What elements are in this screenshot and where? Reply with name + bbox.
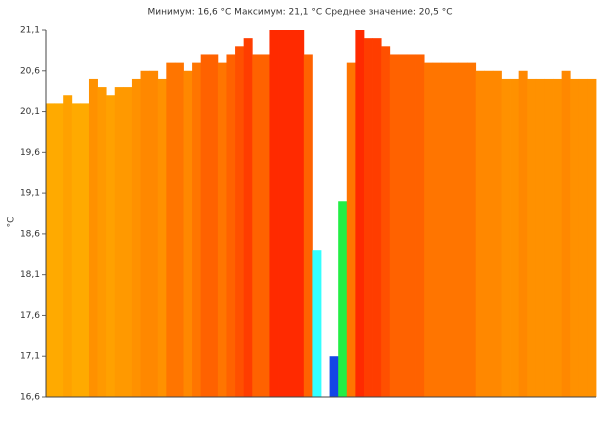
bar bbox=[174, 62, 184, 397]
bar bbox=[217, 62, 227, 397]
bar bbox=[570, 78, 580, 397]
y-tick-label: 19,6 bbox=[20, 148, 40, 158]
y-tick-label: 19,1 bbox=[20, 189, 40, 199]
bar bbox=[192, 62, 202, 397]
bar bbox=[80, 103, 90, 398]
bar bbox=[123, 87, 133, 397]
bar bbox=[140, 70, 150, 398]
bar bbox=[46, 103, 55, 398]
bar bbox=[278, 30, 288, 397]
bar bbox=[561, 70, 571, 398]
bar bbox=[553, 78, 563, 397]
bar bbox=[458, 62, 468, 397]
bar bbox=[484, 70, 494, 398]
y-tick-label: 17,1 bbox=[20, 352, 40, 362]
y-axis-label: °C bbox=[7, 217, 17, 228]
bar bbox=[398, 54, 408, 397]
bar bbox=[235, 46, 245, 398]
bar bbox=[252, 54, 262, 397]
bar bbox=[441, 62, 451, 397]
bar bbox=[106, 95, 116, 397]
bar bbox=[312, 250, 322, 397]
bar bbox=[467, 62, 477, 397]
bar bbox=[518, 70, 528, 398]
bar bbox=[355, 30, 365, 397]
y-tick-label: 21,1 bbox=[20, 26, 40, 36]
bar bbox=[535, 78, 545, 397]
bar bbox=[372, 38, 382, 398]
bar bbox=[286, 30, 296, 397]
bar bbox=[424, 62, 434, 397]
bar bbox=[209, 54, 219, 397]
bar bbox=[303, 54, 313, 397]
bar bbox=[329, 356, 339, 397]
bar bbox=[510, 78, 520, 397]
y-tick-label: 20,6 bbox=[20, 66, 40, 76]
y-tick-label: 20,1 bbox=[20, 107, 40, 117]
bar bbox=[381, 46, 391, 398]
bar bbox=[200, 54, 210, 397]
bar bbox=[131, 78, 141, 397]
bar bbox=[149, 70, 159, 398]
bar bbox=[269, 30, 279, 397]
bar bbox=[97, 87, 107, 397]
bar bbox=[183, 70, 193, 398]
bar bbox=[432, 62, 442, 397]
bar bbox=[88, 78, 98, 397]
bar bbox=[260, 54, 270, 397]
bar bbox=[587, 78, 597, 397]
bar bbox=[492, 70, 502, 398]
chart-title: Минимум: 16,6 °C Максимум: 21,1 °C Средн… bbox=[147, 8, 452, 18]
bar bbox=[406, 54, 416, 397]
bar bbox=[295, 30, 305, 397]
bar bbox=[363, 38, 373, 398]
bar bbox=[501, 78, 511, 397]
bar bbox=[449, 62, 459, 397]
bar bbox=[54, 103, 64, 398]
bar bbox=[475, 70, 485, 398]
bar bbox=[114, 87, 124, 397]
bar bbox=[63, 95, 73, 397]
bar bbox=[346, 62, 356, 397]
bar bbox=[166, 62, 176, 397]
bar bbox=[578, 78, 588, 397]
bar bbox=[544, 78, 554, 397]
y-tick-label: 18,6 bbox=[20, 229, 40, 239]
bar bbox=[338, 201, 348, 397]
bar bbox=[157, 78, 167, 397]
bar bbox=[226, 54, 236, 397]
y-tick-label: 17,6 bbox=[20, 311, 40, 321]
bar bbox=[243, 38, 253, 398]
y-tick-label: 16,6 bbox=[20, 393, 40, 403]
bar bbox=[527, 78, 537, 397]
bar bbox=[71, 103, 81, 398]
y-tick-label: 18,1 bbox=[20, 270, 40, 280]
bar bbox=[389, 54, 399, 397]
bar bbox=[415, 54, 425, 397]
